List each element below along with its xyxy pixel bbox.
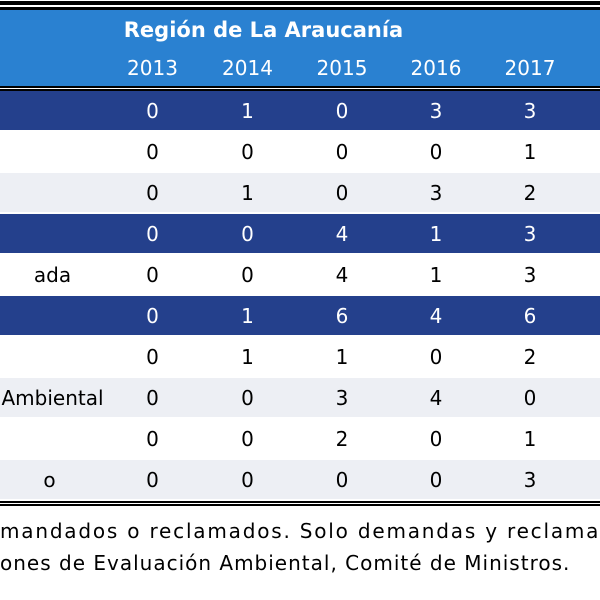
value-cell: 3 <box>389 91 483 132</box>
year-header: 2013 <box>105 50 200 86</box>
table-row: ada 0 0 4 1 3 <box>0 255 600 296</box>
table-year-header-row: 2013 2014 2015 2016 2017 2018 <box>0 50 600 86</box>
row-label <box>0 337 105 378</box>
label-column-header <box>0 50 105 86</box>
value-cell: 0 <box>105 173 200 214</box>
value-cell: 3 <box>483 214 577 255</box>
year-header: 2014 <box>200 50 295 86</box>
value-cell: 0 <box>200 419 295 460</box>
value-cell-hidden <box>577 337 600 378</box>
data-table-wrap: Región de La Araucanía 2013 2014 2015 20… <box>0 0 600 506</box>
value-cell: 3 <box>295 378 389 419</box>
value-cell: 0 <box>200 214 295 255</box>
value-cell: 0 <box>105 91 200 132</box>
table-row: 0 1 0 3 3 <box>0 91 600 132</box>
year-header: 2015 <box>295 50 389 86</box>
value-cell-hidden <box>577 214 600 255</box>
value-cell: 0 <box>105 460 200 501</box>
table-bottom-border <box>0 501 600 506</box>
value-cell: 3 <box>483 460 577 501</box>
value-cell: 0 <box>389 337 483 378</box>
row-label-fragment: ada <box>0 255 105 296</box>
value-cell: 3 <box>483 255 577 296</box>
value-cell: 0 <box>200 132 295 173</box>
value-cell: 0 <box>389 132 483 173</box>
value-cell: 2 <box>483 173 577 214</box>
year-header: 2016 <box>389 50 483 86</box>
region-data-table: Región de La Araucanía 2013 2014 2015 20… <box>0 10 600 506</box>
value-cell-hidden <box>577 173 600 214</box>
value-cell: 1 <box>389 255 483 296</box>
value-cell-hidden <box>577 460 600 501</box>
value-cell: 1 <box>295 337 389 378</box>
value-cell: 0 <box>105 132 200 173</box>
value-cell: 0 <box>105 378 200 419</box>
table-title-row: Región de La Araucanía <box>0 10 600 50</box>
row-label-fragment: Ambiental <box>0 378 105 419</box>
value-cell: 0 <box>200 460 295 501</box>
table-row: 0 0 0 0 1 <box>0 132 600 173</box>
value-cell: 0 <box>295 460 389 501</box>
value-cell: 0 <box>200 255 295 296</box>
year-header-partial: 2018 <box>577 50 600 86</box>
value-cell: 4 <box>295 255 389 296</box>
table-row: 0 1 1 0 2 <box>0 337 600 378</box>
value-cell-hidden <box>577 91 600 132</box>
row-label-fragment: o <box>0 460 105 501</box>
table-row: Ambiental 0 0 3 4 0 <box>0 378 600 419</box>
table-top-border <box>0 0 600 10</box>
row-label <box>0 91 105 132</box>
value-cell: 6 <box>483 296 577 337</box>
value-cell: 4 <box>389 296 483 337</box>
value-cell: 1 <box>483 419 577 460</box>
value-cell-hidden <box>577 255 600 296</box>
row-label <box>0 419 105 460</box>
value-cell: 4 <box>295 214 389 255</box>
value-cell: 0 <box>483 378 577 419</box>
footnote-line-2: ones de Evaluación Ambiental, Comité de … <box>0 551 571 575</box>
value-cell: 1 <box>483 132 577 173</box>
value-cell: 1 <box>200 337 295 378</box>
value-cell: 1 <box>200 91 295 132</box>
value-cell-hidden <box>577 419 600 460</box>
footnote-line-1: mandados o reclamados. Solo demandas y r… <box>0 519 600 543</box>
value-cell: 2 <box>295 419 389 460</box>
value-cell: 1 <box>200 296 295 337</box>
row-label <box>0 173 105 214</box>
value-cell-hidden <box>577 132 600 173</box>
table-row: 0 1 0 3 2 <box>0 173 600 214</box>
value-cell: 6 <box>295 296 389 337</box>
value-cell: 2 <box>483 337 577 378</box>
table-row: o 0 0 0 0 3 <box>0 460 600 501</box>
value-cell: 0 <box>295 132 389 173</box>
row-label <box>0 132 105 173</box>
row-label <box>0 214 105 255</box>
value-cell: 1 <box>200 173 295 214</box>
value-cell: 0 <box>295 91 389 132</box>
value-cell: 3 <box>483 91 577 132</box>
value-cell-hidden <box>577 378 600 419</box>
value-cell: 0 <box>105 337 200 378</box>
value-cell: 3 <box>389 173 483 214</box>
table-row: 0 0 4 1 3 <box>0 214 600 255</box>
value-cell: 4 <box>389 378 483 419</box>
value-cell: 0 <box>389 419 483 460</box>
row-label <box>0 296 105 337</box>
year-header: 2017 <box>483 50 577 86</box>
value-cell: 0 <box>105 214 200 255</box>
value-cell-hidden <box>577 296 600 337</box>
table-row: 0 1 6 4 6 <box>0 296 600 337</box>
table-row: 0 0 2 0 1 <box>0 419 600 460</box>
value-cell: 1 <box>389 214 483 255</box>
value-cell: 0 <box>105 296 200 337</box>
table-title: Región de La Araucanía <box>0 10 600 50</box>
value-cell: 0 <box>295 173 389 214</box>
value-cell: 0 <box>105 255 200 296</box>
header-body-separator <box>0 86 600 91</box>
value-cell: 0 <box>389 460 483 501</box>
value-cell: 0 <box>200 378 295 419</box>
value-cell: 0 <box>105 419 200 460</box>
